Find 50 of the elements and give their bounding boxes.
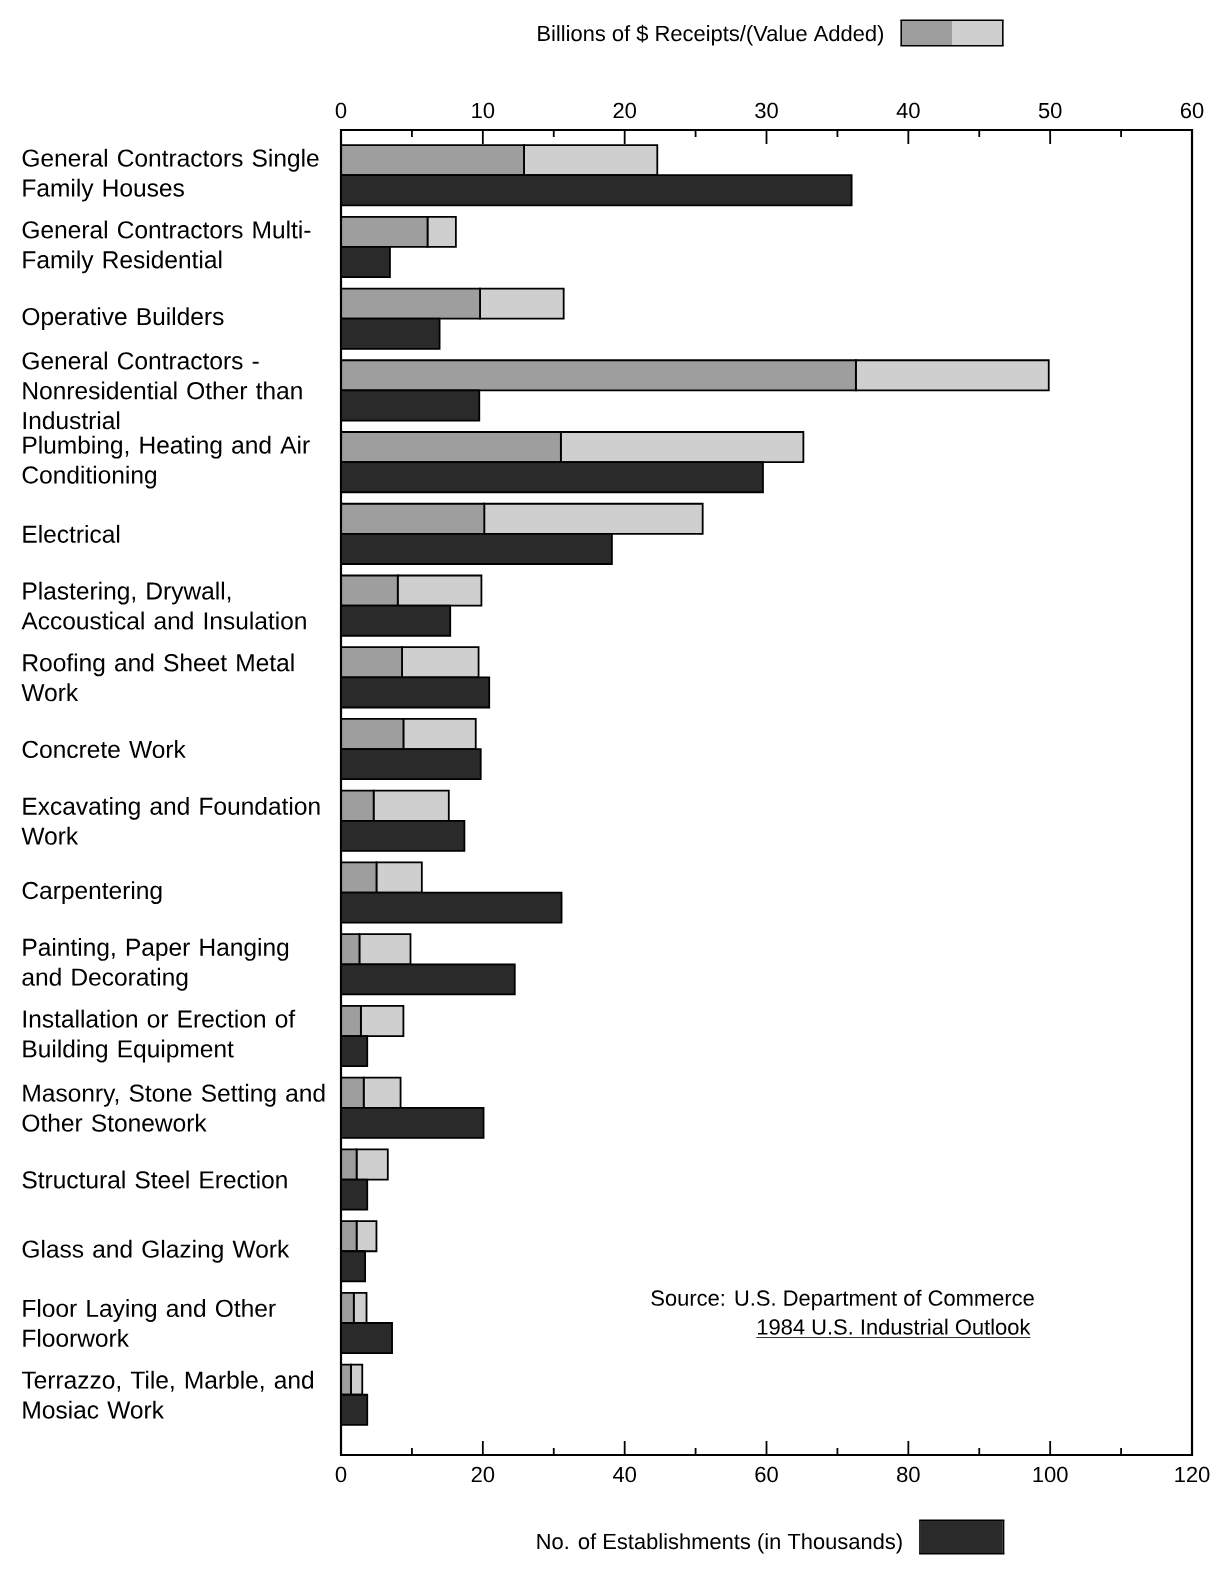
x-axis-title: No. of Establishments (in Thousands): [537, 1533, 902, 1554]
y-tick-label: General Contractors - Nonresidential Other than Industrial: [22, 351, 302, 430]
y-tick-label: Glass and Glazing Work: [22, 1239, 290, 1263]
y-tick-label: Excavating and Foundation Work: [21, 796, 320, 845]
y-tick-label: Installation or Erection of Building Equipment: [23, 1009, 296, 1063]
y-tick-label: General Contractors Single Family Houses: [22, 148, 319, 202]
x-tick-label: 60: [755, 1466, 778, 1483]
y-tick-label: Plumbing, Heating and Air Conditioning: [22, 435, 310, 489]
y-tick-label: General Contractors Multi-Family Residential: [22, 220, 311, 274]
x-axis-title: Billions of $ Receipts/(Value Added): [538, 24, 883, 46]
x-tick-label: 120: [1175, 1466, 1210, 1483]
bar: [341, 891, 563, 924]
y-tick-label: Electrical: [23, 524, 120, 543]
x-tick-label: 40: [612, 1466, 636, 1483]
y-tick-label: Concrete Work: [22, 740, 186, 759]
y-tick-label: Floor Laying and Other Floorwork: [23, 1299, 276, 1347]
x-tick-label: 100: [1033, 1466, 1068, 1483]
x-tick-label: 80: [897, 1466, 920, 1483]
x-tick-label: 0: [335, 1466, 347, 1483]
bar: [359, 1005, 405, 1037]
bar: [375, 861, 423, 894]
bar: [426, 215, 457, 248]
x-tick-label: 40: [896, 102, 920, 119]
bar: [341, 389, 481, 422]
bar: [341, 359, 857, 392]
y-tick-label: Painting, Paper Hanging and Decorating: [22, 937, 289, 991]
bar: [355, 1220, 378, 1253]
annotation: 1984 U.S. Industrial Outlook: [757, 1318, 1031, 1335]
x-tick-label: 20: [613, 102, 636, 119]
y-tick-label: Operative Builders: [22, 307, 224, 331]
y-tick-label: Plastering, Drywall, Accoustical and Insulation: [21, 581, 306, 630]
bar: [341, 174, 853, 207]
y-tick-label: Roofing and Sheet Metal Work: [21, 653, 294, 702]
y-tick-label: Carpentering: [22, 881, 162, 904]
y-tick-label: Masonry, Stone Setting and Other Stonework: [22, 1083, 325, 1132]
bar: [341, 861, 378, 894]
x-tick-label: 60: [1180, 102, 1204, 119]
bar: [355, 1148, 389, 1181]
bar: [341, 963, 516, 996]
x-tick-label: 20: [471, 1466, 495, 1483]
x-tick-label: 0: [335, 102, 347, 119]
y-tick-label: Structural Steel Erection: [22, 1170, 287, 1189]
annotation: Source: U.S. Department of Commerce: [651, 1289, 1034, 1311]
x-tick-label: 30: [755, 102, 778, 119]
bar: [358, 933, 412, 966]
x-tick-label: 10: [472, 102, 495, 119]
y-tick-label: Terrazzo, Tile, Marble, and Mosiac Work: [21, 1370, 314, 1419]
bar: [479, 287, 565, 320]
bar: [341, 1106, 485, 1139]
x-tick-label: 50: [1038, 102, 1062, 119]
